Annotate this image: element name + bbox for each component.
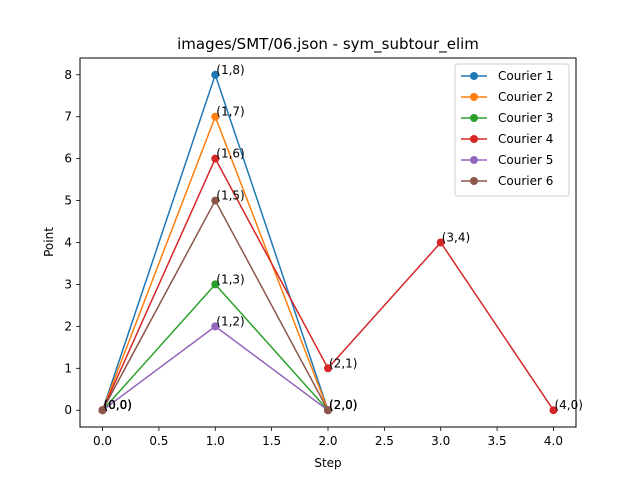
data-label-series-5-1: (1,2): [216, 314, 244, 328]
y-tick-label: 7: [64, 110, 72, 124]
data-label-series-2-2: (2,0): [329, 398, 357, 412]
y-tick-label: 2: [64, 319, 72, 333]
x-tick-label: 0.0: [93, 434, 112, 448]
data-label-series-4-4: (4,0): [554, 398, 582, 412]
x-tick-label: 1.5: [262, 434, 281, 448]
data-label-series-1-1: (1,8): [216, 63, 244, 77]
y-tick-label: 0: [64, 403, 72, 417]
data-label-series-4-3: (3,4): [442, 231, 470, 245]
data-point-series-6-0: [98, 406, 107, 415]
data-point-series-6-2: [324, 406, 332, 415]
x-tick-label: 3.0: [431, 434, 450, 448]
data-label-series-5-2: (2,0): [329, 398, 357, 412]
legend: Courier 1 Courier 2 Courier 3 Courier 4 Cour…: [454, 63, 570, 197]
data-point-series-4-3: [436, 238, 445, 247]
chart-title: images/SMT/06.json - sym_subtour_elim: [177, 35, 479, 54]
x-tick-label: 4.0: [544, 434, 563, 448]
x-tick-label: 3.5: [488, 434, 507, 448]
data-label-series-3-2: (2,0): [329, 398, 357, 412]
data-label-series-6-0: (0,0): [104, 398, 132, 412]
data-label-series-1-2: (2,0): [329, 398, 357, 412]
legend-marker-2: [470, 93, 478, 101]
legend-marker-1: [470, 72, 478, 80]
data-label-series-3-1: (1,3): [216, 272, 244, 286]
plot-area: (0,0)(1,8)(2,0)(0,0)(1,7)(2,0)(0,0)(1,3)…: [98, 63, 583, 415]
legend-label-4: Courier 4: [498, 132, 553, 146]
x-tick-label: 2.5: [375, 434, 394, 448]
legend-marker-4: [470, 135, 478, 143]
y-tick-label: 3: [64, 277, 72, 291]
data-point-series-1-1: [211, 70, 220, 79]
data-point-series-4-1: [211, 154, 220, 163]
y-tick-label: 6: [64, 152, 72, 166]
data-label-series-1-0: (0,0): [104, 398, 132, 412]
x-axis-label: Step: [314, 456, 341, 470]
data-point-series-4-2: [324, 364, 332, 373]
y-tick-label: 1: [64, 361, 72, 375]
data-label-series-4-1: (1,6): [216, 147, 244, 161]
y-tick-label: 5: [64, 194, 72, 208]
data-point-series-3-1: [211, 280, 220, 289]
data-point-series-6-1: [211, 196, 220, 205]
legend-label-2: Courier 2: [498, 90, 553, 104]
legend-label-5: Courier 5: [498, 153, 553, 167]
data-point-series-5-1: [211, 322, 220, 331]
data-label-series-4-2: (2,1): [329, 356, 357, 370]
legend-label-1: Courier 1: [498, 69, 553, 83]
x-tick-label: 1.0: [206, 434, 225, 448]
data-label-series-6-1: (1,5): [216, 189, 244, 203]
y-tick-label: 4: [64, 236, 72, 250]
y-tick-label: 8: [64, 68, 72, 82]
data-label-series-3-0: (0,0): [104, 398, 132, 412]
legend-label-3: Courier 3: [498, 111, 553, 125]
legend-marker-3: [470, 114, 478, 122]
data-label-series-2-1: (1,7): [216, 105, 244, 119]
data-label-series-6-2: (2,0): [329, 398, 357, 412]
axis-ticks: 0.0 0.5 1.0 1.5 2.0 2.5 3.0 3.5 4.0 0 1 2 3 4 5 6 7 8: [64, 68, 563, 448]
legend-marker-5: [470, 156, 478, 164]
x-tick-label: 2.0: [318, 434, 337, 448]
data-label-series-2-0: (0,0): [104, 398, 132, 412]
data-point-series-4-4: [549, 406, 558, 415]
legend-label-6: Courier 6: [498, 174, 553, 188]
y-axis-label: Point: [42, 227, 56, 257]
legend-marker-6: [470, 177, 478, 185]
data-label-series-4-0: (0,0): [104, 398, 132, 412]
data-label-series-5-0: (0,0): [104, 398, 132, 412]
data-point-series-2-1: [211, 112, 220, 121]
x-tick-label: 0.5: [149, 434, 168, 448]
